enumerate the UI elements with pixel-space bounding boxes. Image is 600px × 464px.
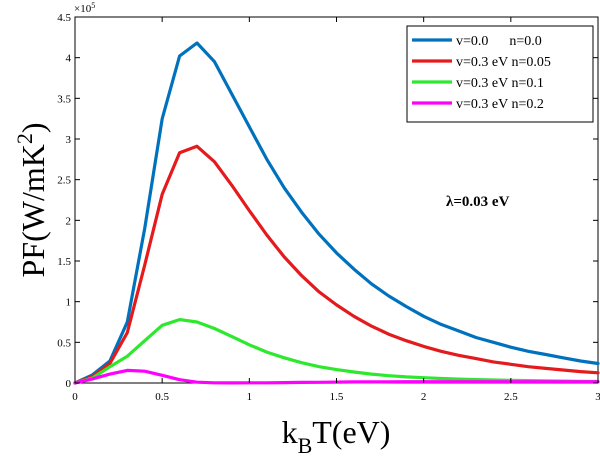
lambda-annotation: λ=0.03 eV	[446, 194, 510, 210]
x-tick-label: 2	[421, 391, 427, 403]
y-tick-label: 0	[66, 378, 72, 390]
y-axis-title: PF(W/mK2)	[12, 123, 51, 278]
y-tick-label: 4	[66, 53, 72, 65]
legend-label-4: v=0.3 eV n=0.2	[456, 97, 544, 112]
y-exponent-power: 5	[91, 1, 95, 10]
y-tick-label: 3	[66, 134, 72, 146]
x-axis-title: kBT(eV)	[282, 414, 391, 458]
y-tick-label: 0.5	[57, 337, 71, 349]
y-axis-title-rest: )	[15, 123, 51, 134]
y-tick-label: 4.5	[57, 12, 71, 24]
x-tick-label: 1	[247, 391, 253, 403]
x-axis-title-main: k	[282, 414, 298, 450]
x-tick-label: 2.5	[504, 391, 518, 403]
legend-label-3: v=0.3 eV n=0.1	[456, 76, 544, 91]
y-exponent-base: ×10	[74, 3, 92, 15]
ticks-layer: 0 0.5 1 1.5 2 2.5 3 0 0.5 1 1.5 2 2.5 3 3.5 4 4.5	[57, 12, 600, 403]
x-tick-label: 1.5	[330, 391, 344, 403]
legend-label-1: v=0.0 n=0.0	[456, 34, 542, 49]
x-axis-title-rest: T(eV)	[312, 414, 390, 450]
x-tick-label: 0	[72, 391, 78, 403]
y-tick-label: 2	[66, 215, 72, 227]
y-tick-label: 1	[66, 297, 72, 309]
legend-label-2: v=0.3 eV n=0.05	[456, 55, 551, 70]
y-tick-label: 3.5	[57, 93, 71, 105]
y-tick-label: 2.5	[57, 175, 71, 187]
series-line-2	[73, 144, 600, 385]
y-axis-title-sup: 2	[12, 133, 37, 144]
series-line-1	[73, 41, 600, 385]
x-tick-label: 0.5	[155, 391, 169, 403]
legend-box	[406, 25, 594, 123]
legend-items: v=0.0 n=0.0 v=0.3 eV n=0.05 v=0.3 eV n=0.1…	[412, 34, 551, 112]
x-axis-title-sub: B	[298, 433, 313, 458]
y-axis-title-main: PF(W/mK	[15, 144, 51, 277]
y-tick-label: 1.5	[57, 256, 71, 268]
x-tick-label: 3	[595, 391, 600, 403]
y-exponent-label: ×105	[74, 1, 95, 15]
legend: v=0.0 n=0.0 v=0.3 eV n=0.05 v=0.3 eV n=0.1…	[406, 25, 594, 123]
